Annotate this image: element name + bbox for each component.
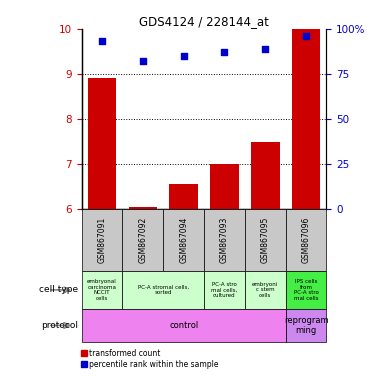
Bar [204,209,245,271]
Text: protocol: protocol [41,321,78,330]
Bar [204,271,245,309]
Point [99,38,105,45]
Point [262,46,268,52]
Bar [251,142,280,209]
Text: GSM867094: GSM867094 [179,217,188,263]
Bar [82,271,122,309]
Point [181,53,187,59]
Text: embryonal
carcinoma
NCCIT
cells: embryonal carcinoma NCCIT cells [87,279,117,301]
Bar [245,209,286,271]
Text: control: control [169,321,198,330]
Bar [82,209,122,271]
Text: GSM867091: GSM867091 [98,217,106,263]
Text: GSM867093: GSM867093 [220,217,229,263]
Text: cell type: cell type [39,285,78,295]
Text: PC-A stromal cells,
sorted: PC-A stromal cells, sorted [138,285,189,295]
Bar [292,29,321,209]
Bar [286,309,326,342]
Text: PC-A stro
mal cells,
cultured: PC-A stro mal cells, cultured [211,281,237,298]
Bar [169,184,198,209]
Text: IPS cells
from
PC-A stro
mal cells: IPS cells from PC-A stro mal cells [293,279,319,301]
Text: GSM867095: GSM867095 [261,217,270,263]
Bar [286,209,326,271]
Bar [163,209,204,271]
Bar [210,164,239,209]
Text: reprogram
ming: reprogram ming [284,316,328,335]
Point [140,58,146,65]
Text: GSM867092: GSM867092 [138,217,147,263]
Legend: transformed count, percentile rank within the sample: transformed count, percentile rank withi… [78,346,222,372]
Point [221,49,227,55]
Text: embryoni
c stem
cells: embryoni c stem cells [252,281,278,298]
Text: GSM867096: GSM867096 [302,217,311,263]
Bar [129,207,157,209]
Point [303,33,309,39]
Bar [245,271,286,309]
Title: GDS4124 / 228144_at: GDS4124 / 228144_at [139,15,269,28]
Bar [286,271,326,309]
Bar [88,78,116,209]
Bar [122,209,163,271]
Bar [122,271,204,309]
Bar [82,309,286,342]
